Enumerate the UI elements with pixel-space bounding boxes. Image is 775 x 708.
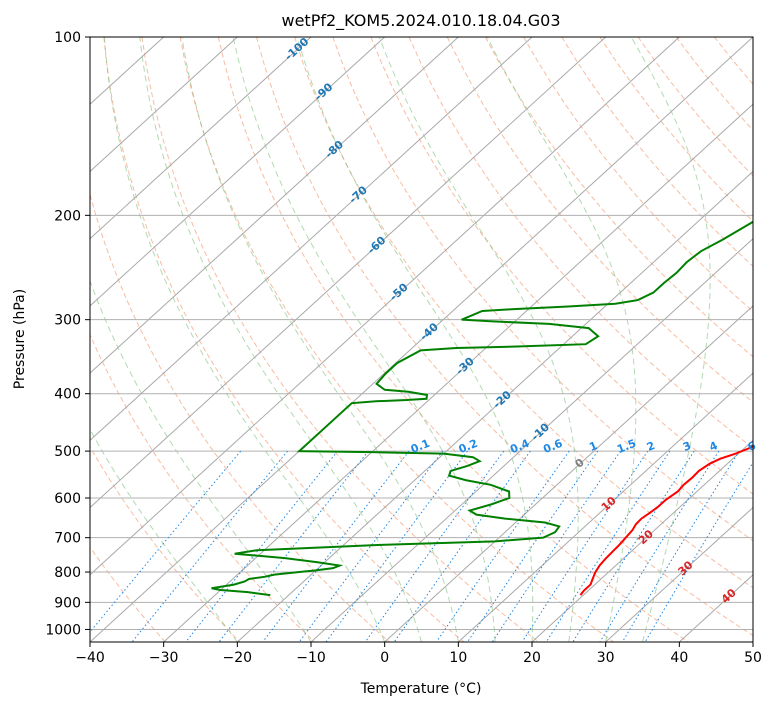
moist-adiabat — [232, 37, 496, 642]
x-tick-label: −40 — [75, 650, 105, 666]
mixing-ratio-line — [621, 450, 740, 642]
mixing-ratio-line — [466, 450, 599, 642]
x-tick-label: −30 — [149, 650, 179, 666]
x-tick-label: 30 — [597, 650, 615, 666]
y-tick-label: 400 — [54, 387, 81, 403]
isotherm — [90, 37, 607, 509]
moist-adiabat — [630, 37, 711, 642]
x-axis: −40 −30 −20 −10 0 10 20 30 40 50 — [75, 642, 762, 666]
background-lines — [90, 37, 753, 642]
isotherm — [531, 439, 753, 642]
mixing-ratio-label: 6 — [746, 439, 758, 454]
x-tick-label: 0 — [380, 650, 389, 666]
y-axis-label: Pressure (hPa) — [12, 289, 28, 389]
moist-adiabat — [486, 37, 637, 642]
dry-adiabat — [561, 37, 753, 267]
isotherm — [90, 37, 238, 173]
isotherm — [90, 37, 680, 576]
dry-adiabat — [90, 445, 241, 642]
moist-adiabat — [296, 37, 534, 642]
mixing-ratio-line — [218, 450, 369, 642]
moist-adiabat — [378, 37, 579, 642]
mixing-ratio-line — [298, 450, 444, 642]
x-axis-label: Temperature (°C) — [360, 681, 482, 697]
dry-adiabat — [713, 37, 753, 85]
x-tick-label: 40 — [670, 650, 688, 666]
dry-adiabat — [752, 37, 753, 39]
y-tick-label: 200 — [54, 208, 81, 224]
dry-adiabat — [332, 37, 753, 542]
dry-adiabat — [90, 192, 391, 642]
dry-adiabat — [599, 37, 753, 222]
mixing-ratio-label: 2 — [645, 439, 657, 454]
mixing-ratio-line — [364, 450, 505, 642]
y-tick-label: 700 — [54, 531, 81, 547]
isotherm — [90, 37, 753, 642]
mixing-ratio-line — [491, 450, 621, 642]
isotherm — [163, 103, 753, 642]
mixing-ratio-line — [545, 450, 671, 642]
mixing-ratio-label: 4 — [708, 439, 720, 454]
temperature-profile — [579, 445, 753, 596]
dry-adiabat — [255, 37, 753, 637]
isotherm — [752, 641, 753, 642]
dry-adiabat — [675, 37, 753, 131]
mixing-ratio-label: 3 — [681, 439, 693, 454]
x-tick-label: 10 — [449, 650, 467, 666]
x-tick-label: 50 — [744, 650, 762, 666]
y-tick-label: 100 — [54, 30, 81, 46]
mixing-ratio-line — [262, 450, 410, 642]
dry-adiabat — [90, 333, 316, 642]
moist-adiabat — [139, 37, 422, 642]
mixing-ratio-label: 0.4 — [508, 437, 531, 456]
y-tick-label: 500 — [54, 444, 81, 460]
dry-adiabat — [179, 37, 615, 642]
mixing-ratio-line — [185, 450, 338, 642]
isotherm — [90, 37, 533, 442]
y-axis: 100 200 300 400 500 600 700 800 900 1000 — [45, 30, 90, 638]
mixing-ratio-line — [90, 450, 242, 633]
mixing-ratio-label: 0.6 — [541, 437, 564, 456]
moist-adiabat — [181, 37, 459, 642]
dry-adiabat — [637, 37, 753, 177]
chart-title: wetPf2_KOM5.2024.010.18.04.G03 — [281, 11, 560, 31]
isotherm — [90, 37, 459, 374]
x-tick-label: −20 — [223, 650, 253, 666]
mixing-ratio-label: 0.2 — [457, 437, 480, 456]
mixing-ratio-line — [435, 450, 570, 642]
dry-adiabat — [370, 37, 753, 495]
isotherm-label: -100 — [282, 35, 311, 63]
plot-frame — [89, 36, 754, 643]
moist-adiabat — [90, 428, 238, 642]
isotherm — [605, 506, 753, 642]
dewpoint-profile — [211, 220, 753, 597]
isotherm — [90, 37, 312, 240]
isotherm — [90, 37, 386, 307]
dry-adiabat — [141, 37, 540, 642]
mixing-ratio-label: 1 — [587, 439, 599, 454]
y-tick-label: 300 — [54, 313, 81, 329]
mixing-ratio-line — [131, 450, 288, 642]
y-tick-label: 1000 — [45, 622, 81, 638]
isotherm — [236, 170, 753, 642]
isotherm — [457, 372, 753, 642]
y-tick-label: 600 — [54, 491, 81, 507]
moist-adiabat — [103, 37, 386, 642]
x-tick-label: 20 — [523, 650, 541, 666]
mixing-ratio-line — [644, 461, 753, 642]
dry-adiabat — [217, 37, 690, 642]
dry-adiabat — [523, 37, 753, 313]
y-tick-label: 900 — [54, 595, 81, 611]
isotherm — [310, 237, 753, 642]
mixing-ratio-line — [599, 450, 720, 642]
x-tick-label: −10 — [296, 650, 326, 666]
mixing-ratio-line — [393, 450, 531, 642]
mixing-ratio-line — [572, 450, 695, 642]
sounding-series — [211, 220, 753, 597]
mixing-ratio-line — [521, 450, 649, 642]
y-tick-label: 800 — [54, 565, 81, 581]
dry-adiabat — [484, 37, 753, 358]
moist-adiabat — [90, 279, 312, 642]
